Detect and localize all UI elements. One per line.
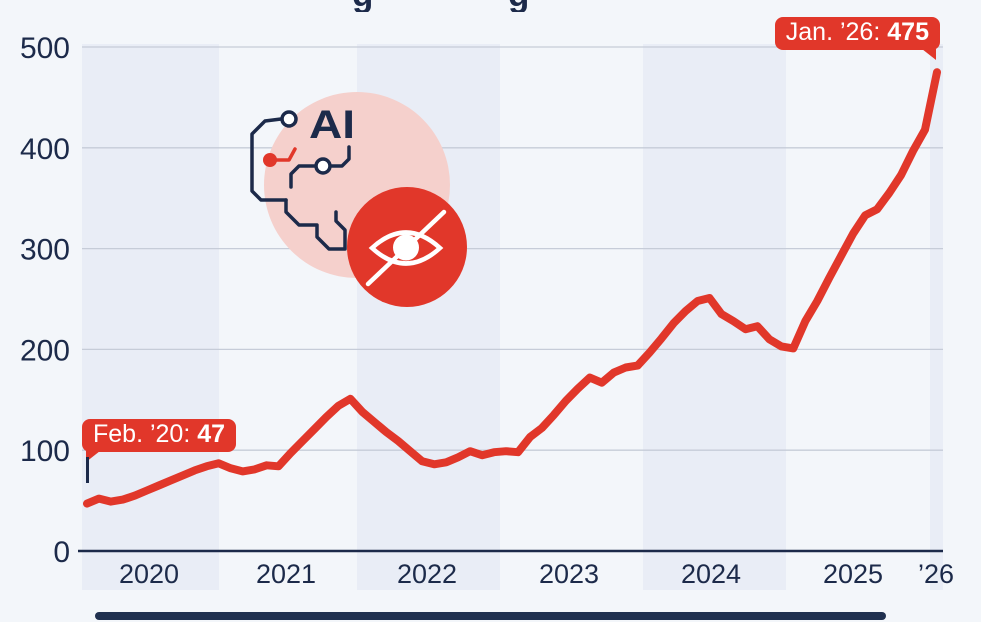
circuit-node (314, 157, 332, 175)
svg-text:0: 0 (53, 536, 70, 569)
end-badge-label: Jan. ’26: (785, 18, 881, 46)
svg-text:300: 300 (20, 234, 70, 267)
svg-text:2021: 2021 (256, 559, 316, 589)
data-line (83, 68, 941, 508)
title-descender-glyph: g (352, 0, 373, 12)
svg-text:2020: 2020 (119, 559, 179, 589)
hidden-eye-icon (347, 187, 467, 307)
svg-text:400: 400 (20, 133, 70, 166)
svg-text:100: 100 (20, 435, 70, 468)
start-badge-pointer (86, 451, 100, 462)
axis-labels: 0 100 200 300 400 500 2020 2021 2022 2023 2024 2025… (20, 32, 954, 589)
start-marker-tick (86, 457, 89, 483)
video-progress-bar (95, 612, 886, 620)
ai-illustration: AI (250, 92, 467, 307)
svg-text:2023: 2023 (539, 559, 599, 589)
circuit-node-red (263, 153, 277, 167)
ai-circuit-icon (250, 110, 351, 251)
svg-text:2025: 2025 (823, 559, 883, 589)
year-shading-bands (82, 44, 943, 590)
svg-text:500: 500 (20, 32, 70, 65)
svg-text:’26: ’26 (918, 559, 954, 589)
start-badge-label: Feb. ’20: (93, 420, 191, 448)
end-badge-value: 475 (887, 18, 929, 46)
cropped-title-text: g g (0, 0, 981, 12)
circuit-trace-red (274, 147, 297, 162)
svg-text:2024: 2024 (681, 559, 741, 589)
start-badge-value: 47 (197, 420, 226, 448)
circuit-trace (289, 164, 316, 189)
eye-slash (365, 209, 447, 287)
circuit-trace (330, 145, 351, 168)
circuit-trace (284, 198, 347, 251)
title-descender-glyph: g (508, 0, 529, 12)
end-value-badge: Jan. ’26: 475 (774, 17, 940, 60)
start-value-badge: Feb. ’20: 47 (82, 419, 237, 462)
svg-text:2022: 2022 (397, 559, 457, 589)
end-badge-pointer (922, 49, 936, 60)
ai-text: AI (309, 103, 355, 147)
svg-text:200: 200 (20, 334, 70, 367)
circuit-trace (250, 117, 288, 202)
circuit-node (280, 110, 298, 128)
